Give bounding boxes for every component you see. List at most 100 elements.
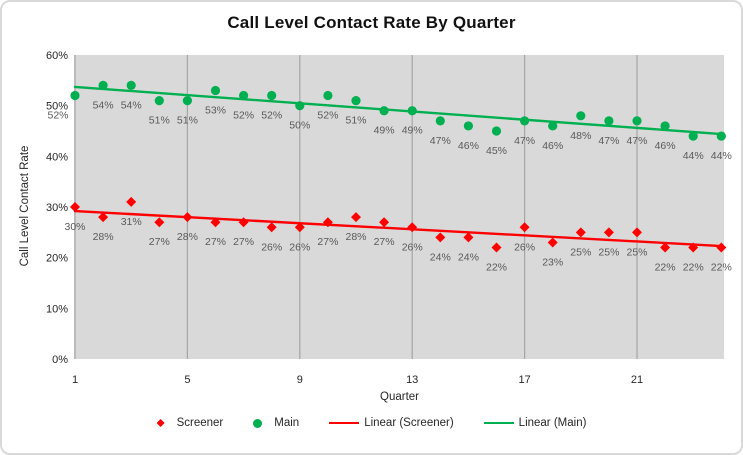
x-tick-label: 21: [631, 374, 643, 386]
data-label-main: 53%: [205, 104, 226, 116]
marker-screener: [238, 217, 249, 228]
data-label-main: 46%: [458, 140, 479, 152]
data-label-screener: 26%: [261, 241, 282, 253]
marker-main: [716, 131, 726, 141]
data-label-screener: 22%: [486, 262, 507, 274]
trendline-linear-main: [73, 85, 723, 136]
y-tick-label: 10%: [46, 303, 68, 315]
data-label-screener: 26%: [514, 241, 535, 253]
data-label-main: 48%: [570, 130, 591, 142]
marker-screener: [575, 227, 586, 238]
data-label-screener: 24%: [458, 251, 479, 263]
marker-main: [576, 111, 586, 121]
marker-main: [463, 121, 473, 131]
marker-main: [491, 126, 502, 136]
legend-label-linear-screener: Linear (Screener): [364, 417, 454, 429]
legend-label-linear-main: Linear (Main): [518, 417, 587, 429]
marker-screener: [98, 212, 109, 223]
marker-main: [267, 90, 277, 101]
data-label-main: 47%: [430, 135, 451, 147]
data-label-screener: 28%: [177, 231, 198, 243]
marker-main: [379, 106, 389, 116]
data-label-main: 44%: [711, 150, 732, 162]
marker-screener: [379, 217, 390, 228]
y-tick-label: 40%: [46, 151, 68, 163]
marker-main: [660, 121, 670, 131]
data-label-main: 52%: [261, 110, 282, 122]
y-tick-label: 20%: [46, 253, 68, 265]
y-tick-label: 30%: [46, 202, 68, 214]
plot-area: [74, 55, 724, 359]
data-label-screener: 24%: [430, 251, 451, 263]
y-tick-label: 0%: [52, 354, 68, 366]
data-label-main: 49%: [374, 125, 395, 137]
marker-main: [407, 106, 417, 116]
marker-screener: [435, 232, 446, 243]
data-label-screener: 25%: [626, 246, 647, 258]
data-label-screener: 28%: [345, 231, 366, 243]
data-label-main: 50%: [289, 120, 310, 132]
data-label-main: 49%: [402, 125, 423, 137]
data-label-main: 47%: [626, 135, 647, 147]
marker-screener: [294, 222, 305, 233]
marker-screener: [547, 237, 558, 248]
marker-main: [70, 90, 80, 101]
marker-main: [210, 85, 221, 96]
screener-diamond-icon: [156, 419, 165, 427]
data-label-main: 51%: [149, 115, 170, 127]
data-label-screener: 27%: [233, 236, 254, 248]
data-label-main: 51%: [177, 115, 198, 127]
y-axis-title: Call Level Contact Rate: [19, 145, 31, 267]
data-label-screener: 27%: [374, 236, 395, 248]
data-label-screener: 27%: [149, 236, 170, 248]
marker-screener: [322, 217, 333, 228]
data-label-screener: 25%: [570, 246, 591, 258]
marker-screener: [660, 242, 671, 253]
data-label-screener: 27%: [317, 236, 338, 248]
x-tick-label: 1: [72, 374, 78, 386]
marker-screener: [519, 222, 530, 233]
marker-screener: [210, 217, 221, 228]
legend-item-main: Main: [253, 417, 299, 429]
marker-screener: [632, 227, 642, 238]
x-tick-label: 13: [406, 374, 418, 386]
marker-main: [98, 80, 108, 90]
data-label-main: 52%: [47, 110, 68, 122]
data-label-screener: 25%: [598, 246, 619, 258]
y-tick-label: 50%: [46, 101, 68, 113]
legend-item-linear-screener: Linear (Screener): [329, 417, 454, 429]
legend-label-screener: Screener: [176, 417, 224, 429]
marker-screener: [154, 217, 165, 228]
marker-main: [548, 121, 558, 131]
data-label-screener: 30%: [64, 221, 85, 233]
data-label-main: 52%: [317, 110, 338, 122]
marker-main: [351, 96, 361, 106]
data-label-screener: 27%: [205, 236, 226, 248]
main-circle-icon: [253, 418, 263, 428]
data-label-main: 51%: [345, 115, 366, 127]
marker-screener: [70, 202, 80, 212]
linear-screener-line-icon: [329, 421, 360, 425]
chart-title: Call Level Contact Rate By Quarter: [227, 13, 516, 32]
data-label-screener: 28%: [93, 231, 114, 243]
x-tick-label: 17: [518, 374, 530, 386]
marker-screener: [407, 222, 418, 233]
data-label-main: 47%: [514, 135, 535, 147]
marker-main: [323, 90, 333, 101]
data-label-main: 47%: [598, 135, 619, 147]
marker-main: [435, 116, 445, 126]
marker-main: [239, 90, 249, 101]
marker-screener: [491, 242, 502, 253]
marker-main: [182, 96, 192, 106]
data-label-screener: 23%: [542, 256, 563, 268]
marker-screener: [716, 242, 727, 253]
marker-main: [295, 101, 305, 111]
legend-label-main: Main: [274, 417, 300, 429]
x-axis-title: Quarter: [380, 391, 419, 403]
x-tick-label: 9: [297, 374, 303, 386]
data-label-screener: 22%: [711, 262, 732, 274]
marker-main: [604, 116, 614, 126]
legend: Screener Main Linear (Screener) Linear (…: [2, 417, 741, 429]
